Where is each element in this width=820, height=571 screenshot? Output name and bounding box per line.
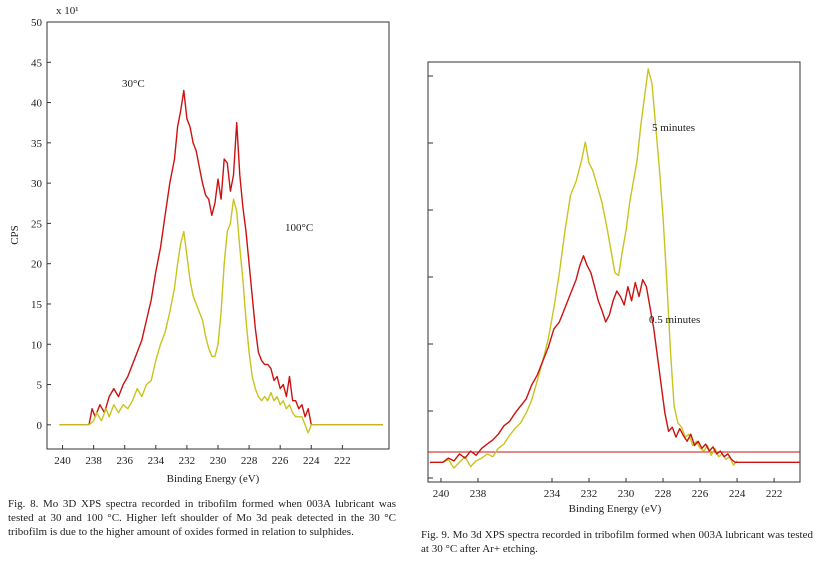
c8-y-tick-label: 0 [37, 420, 43, 432]
fig8-x-ticks: 240 238 236 234 232 230 228 226 224 222 [54, 445, 351, 467]
fig8-series [59, 89, 383, 434]
fig9-annotation-05min: 0.5 minutes [649, 314, 700, 326]
c8-y-tick-label: 30 [31, 178, 43, 190]
fig9-caption: Fig. 9. Mo 3d XPS spectra recorded in tr… [421, 529, 813, 556]
fig8-caption: Fig. 8. Mo 3D XPS spectra recorded in tr… [8, 498, 396, 539]
fig9-series [429, 68, 800, 469]
fig8-y-axis-title: CPS [9, 225, 21, 245]
c8-y-tick-label: 5 [37, 380, 43, 392]
c8-x-tick-label: 236 [116, 455, 133, 467]
c8-y-tick-label: 45 [31, 57, 43, 69]
fig8-annotation-30c: 30°C [122, 78, 145, 90]
c9-x-tick-label: 232 [581, 488, 598, 500]
c9-x-tick-label: 228 [655, 488, 672, 500]
c9-x-tick-label: 238 [470, 488, 487, 500]
c8-y-tick-label: 25 [31, 218, 43, 230]
c8-y-tick-label: 40 [31, 98, 43, 110]
c9-x-tick-label: 240 [433, 488, 450, 500]
c8-y-tick-label: 20 [31, 259, 43, 271]
fig8-x-axis-title: Binding Energy (eV) [167, 473, 260, 485]
c8-series-yellow [59, 198, 383, 434]
fig9-annotation-5min: 5 minutes [652, 122, 695, 134]
c8-x-tick-label: 224 [303, 455, 320, 467]
c9-series-red [429, 255, 800, 463]
fig9-plot-frame [427, 61, 801, 483]
c8-x-tick-label: 230 [210, 455, 227, 467]
fig9-chart: 240 238 234 232 230 228 226 224 222 Binding Ener… [427, 61, 801, 515]
fig8-y-ticks: 0 5 10 15 20 25 30 35 40 45 50 [31, 17, 51, 432]
c9-series-yellow [442, 68, 738, 469]
c8-x-tick-label: 232 [179, 455, 196, 467]
c8-y-tick-label: 50 [31, 17, 43, 29]
c8-y-tick-label: 10 [31, 339, 43, 351]
fig8-plot-frame [46, 21, 390, 450]
c9-x-tick-label: 222 [766, 488, 783, 500]
fig8-annotation-100c: 100°C [285, 222, 313, 234]
fig9-x-axis-title: Binding Energy (eV) [569, 503, 662, 515]
c8-x-tick-label: 228 [241, 455, 258, 467]
c8-x-tick-label: 222 [334, 455, 351, 467]
c9-x-tick-label: 234 [544, 488, 561, 500]
c8-series-red [59, 89, 383, 426]
fig8-y-exponent: x 10¹ [56, 5, 79, 17]
c8-x-tick-label: 226 [272, 455, 289, 467]
fig9-y-ticks [428, 75, 433, 479]
c9-x-tick-label: 226 [692, 488, 709, 500]
c8-x-tick-label: 240 [54, 455, 71, 467]
c9-x-tick-label: 224 [729, 488, 746, 500]
c8-x-tick-label: 238 [85, 455, 102, 467]
c8-y-tick-label: 35 [31, 138, 43, 150]
c8-y-tick-label: 15 [31, 299, 43, 311]
c9-x-tick-label: 230 [618, 488, 635, 500]
fig9-x-ticks: 240 238 234 232 230 228 226 224 222 [433, 478, 783, 500]
c8-x-tick-label: 234 [148, 455, 165, 467]
